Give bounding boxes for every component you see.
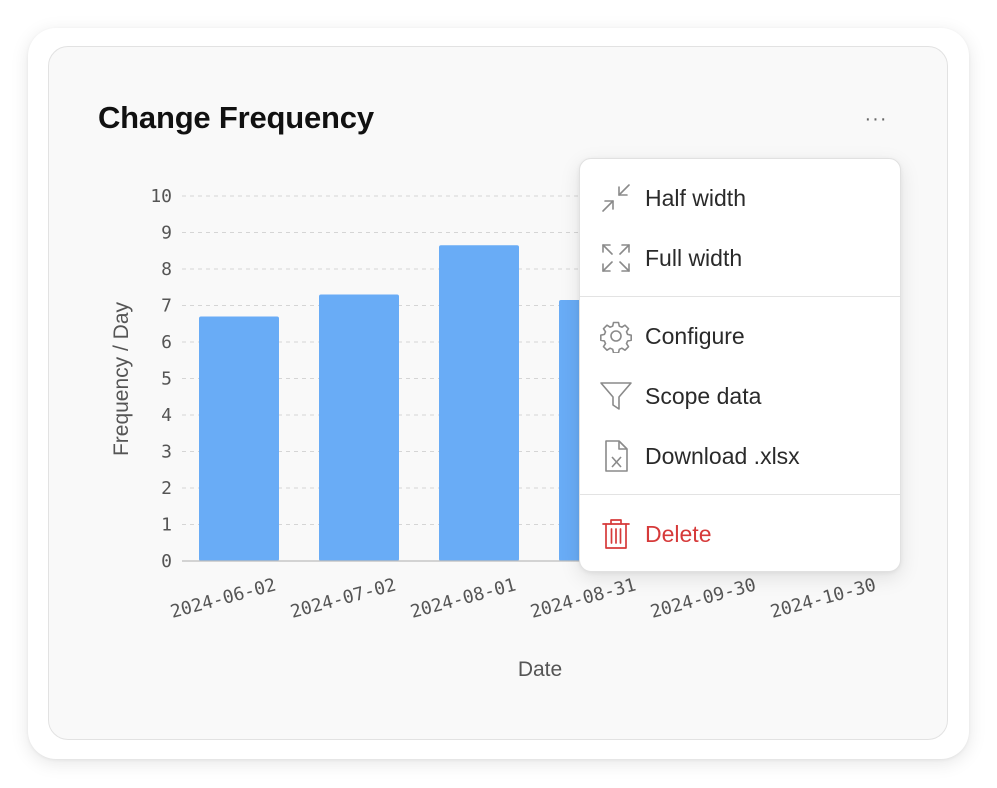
x-tick-label: 2024-08-31 — [528, 575, 638, 623]
gear-icon — [598, 318, 634, 354]
x-tick-label: 2024-06-02 — [168, 575, 278, 623]
x-tick-label: 2024-10-30 — [768, 575, 878, 623]
y-tick-label: 6 — [161, 332, 172, 353]
more-options-button[interactable]: ··· — [864, 107, 888, 130]
menu-divider — [580, 296, 900, 297]
bar — [319, 294, 399, 561]
bar — [199, 316, 279, 561]
x-tick-label: 2024-09-30 — [648, 575, 758, 623]
collapse-arrows-icon — [598, 180, 634, 216]
xlsx-file-icon — [598, 438, 634, 474]
y-tick-label: 4 — [161, 405, 172, 426]
menu-item-label: Full width — [645, 244, 743, 271]
y-tick-label: 3 — [161, 442, 172, 463]
widget-title: Change Frequency — [98, 100, 374, 135]
menu-item-half-width[interactable]: Half width — [580, 172, 900, 224]
y-tick-label: 7 — [161, 296, 172, 317]
y-tick-label: 9 — [161, 223, 172, 244]
trash-icon — [598, 516, 634, 552]
y-tick-label: 10 — [150, 186, 172, 207]
menu-item-label: Configure — [645, 322, 745, 349]
menu-item-scope-data[interactable]: Scope data — [580, 370, 900, 422]
y-tick-label: 0 — [161, 551, 172, 572]
y-axis-label: Frequency / Day — [110, 301, 133, 456]
filter-funnel-icon — [598, 378, 634, 414]
widget-options-menu: Half width Full width Configure — [579, 158, 901, 572]
menu-item-delete[interactable]: Delete — [580, 508, 900, 560]
y-tick-label: 1 — [161, 515, 172, 536]
y-tick-label: 2 — [161, 478, 172, 499]
x-axis-label: Date — [518, 658, 562, 681]
menu-item-label: Download .xlsx — [645, 442, 800, 469]
y-tick-label: 8 — [161, 259, 172, 280]
menu-item-configure[interactable]: Configure — [580, 310, 900, 362]
x-tick-label: 2024-08-01 — [408, 575, 518, 623]
menu-item-label: Scope data — [645, 382, 762, 409]
x-tick-label: 2024-07-02 — [288, 575, 398, 623]
expand-arrows-icon — [598, 240, 634, 276]
menu-item-label: Delete — [645, 520, 712, 547]
bar — [439, 245, 519, 561]
y-tick-label: 5 — [161, 369, 172, 390]
menu-item-download-xlsx[interactable]: Download .xlsx — [580, 430, 900, 482]
menu-divider — [580, 494, 900, 495]
menu-item-label: Half width — [645, 184, 746, 211]
menu-item-full-width[interactable]: Full width — [580, 232, 900, 284]
